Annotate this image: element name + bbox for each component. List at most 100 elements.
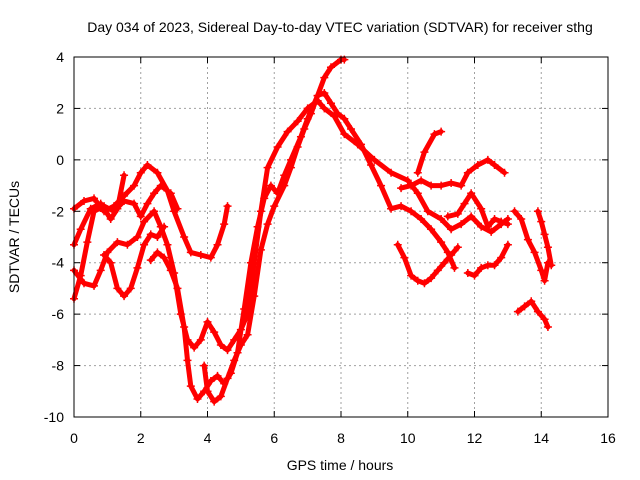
data-point-marker — [126, 284, 135, 293]
data-point-marker — [113, 238, 122, 247]
x-tick-label: 12 — [467, 430, 483, 446]
data-point-marker — [490, 161, 499, 169]
data-point-marker — [490, 215, 499, 223]
data-point-marker — [136, 168, 145, 177]
data-point-marker — [130, 199, 139, 208]
data-point-marker — [80, 279, 89, 288]
series-trace — [398, 157, 507, 191]
series-arc-9 — [397, 155, 509, 193]
data-point-marker — [370, 155, 379, 164]
data-point-marker — [136, 212, 145, 221]
data-point-marker — [517, 215, 526, 223]
data-point-marker — [246, 258, 255, 267]
x-axis-label: GPS time / hours — [287, 457, 394, 473]
data-point-marker — [306, 109, 315, 118]
data-point-marker — [196, 335, 205, 344]
y-axis-label: SDTVAR / TECUs — [6, 181, 22, 293]
data-point-marker — [413, 168, 422, 177]
x-tick-label: 0 — [70, 430, 78, 446]
data-point-marker — [367, 161, 376, 169]
data-point-marker — [263, 220, 272, 229]
data-point-marker — [213, 371, 222, 380]
data-point-marker — [530, 248, 539, 257]
axis-ticks: 0 2 4 6 8 10 12 14 16 -10 -8 -6 -4 -2 0 2 4 — [44, 49, 616, 446]
data-point-marker — [120, 197, 129, 205]
data-point-marker — [457, 181, 466, 190]
data-point-marker — [130, 181, 139, 190]
data-point-marker — [143, 199, 152, 208]
data-point-marker — [393, 240, 402, 249]
data-point-marker — [266, 181, 275, 190]
data-point-marker — [403, 176, 412, 185]
data-point-marker — [326, 63, 335, 72]
data-point-marker — [153, 248, 162, 257]
data-point-marker — [123, 240, 132, 249]
x-tick-label: 4 — [204, 430, 212, 446]
y-tick-label: 2 — [56, 100, 64, 116]
y-tick-label: 4 — [56, 49, 64, 65]
data-point-marker — [387, 204, 396, 213]
data-point-marker — [223, 374, 232, 383]
data-point-marker — [106, 258, 115, 267]
data-point-marker — [186, 248, 195, 257]
data-point-marker — [467, 212, 476, 221]
data-point-marker — [520, 302, 529, 311]
data-point-marker — [286, 163, 295, 172]
data-point-marker — [483, 222, 492, 231]
data-point-marker — [477, 204, 486, 213]
data-point-marker — [213, 240, 222, 249]
data-point-marker — [490, 261, 499, 270]
data-point-marker — [453, 209, 462, 218]
series-arc-14 — [513, 297, 552, 331]
data-point-marker — [357, 140, 366, 149]
data-point-marker — [90, 194, 99, 203]
data-point-marker — [196, 251, 205, 259]
data-point-marker — [533, 307, 542, 316]
grid-lines — [74, 57, 608, 417]
data-point-marker — [427, 274, 436, 283]
series-trace — [515, 298, 551, 330]
series-arc-7 — [200, 89, 459, 406]
data-point-marker — [340, 130, 349, 139]
data-point-marker — [320, 73, 329, 82]
data-point-marker — [293, 143, 302, 151]
series-trace — [71, 183, 180, 302]
data-point-marker — [543, 243, 552, 252]
data-point-marker — [153, 168, 162, 177]
data-point-marker — [477, 263, 486, 272]
series-arc-12 — [463, 240, 512, 280]
series-trace — [415, 129, 444, 176]
data-point-marker — [270, 202, 279, 211]
data-point-marker — [216, 341, 225, 349]
data-point-marker — [120, 171, 129, 180]
data-point-marker — [433, 266, 442, 275]
data-point-marker — [163, 240, 172, 249]
data-point-marker — [473, 161, 482, 169]
data-point-marker — [313, 91, 322, 100]
data-point-marker — [146, 230, 155, 239]
chart-title: Day 034 of 2023, Sidereal Day-to-day VTE… — [87, 19, 593, 35]
data-point-marker — [100, 202, 109, 211]
data-point-marker — [427, 225, 436, 234]
data-point-marker — [503, 240, 512, 249]
data-point-marker — [183, 356, 192, 365]
data-point-marker — [203, 317, 212, 326]
data-point-marker — [503, 220, 512, 229]
series-arc-10 — [413, 127, 446, 177]
data-point-marker — [497, 253, 506, 262]
data-point-marker — [210, 397, 219, 406]
data-point-marker — [413, 189, 422, 198]
data-point-marker — [430, 130, 439, 139]
data-point-marker — [190, 343, 199, 352]
data-point-marker — [320, 104, 329, 113]
series-arc-8 — [393, 240, 462, 288]
data-point-marker — [256, 245, 265, 254]
data-point-marker — [340, 114, 349, 123]
data-point-marker — [400, 253, 409, 262]
data-point-marker — [497, 217, 506, 226]
data-point-marker — [447, 225, 456, 234]
data-point-marker — [540, 230, 549, 239]
data-point-marker — [533, 207, 542, 216]
data-point-marker — [216, 392, 225, 401]
data-point-marker — [230, 356, 239, 365]
